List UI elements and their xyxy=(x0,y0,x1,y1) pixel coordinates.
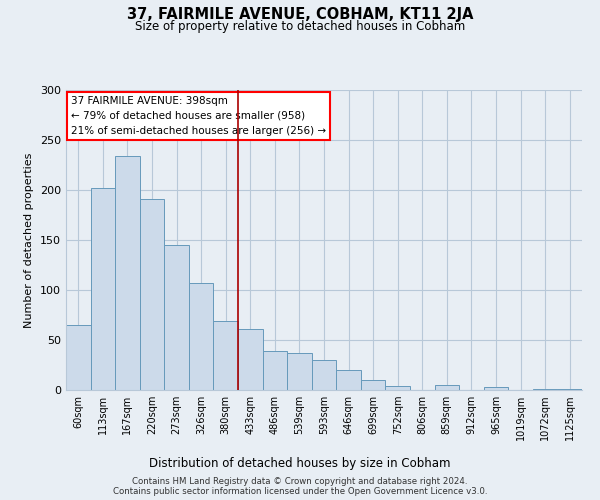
Text: Contains public sector information licensed under the Open Government Licence v3: Contains public sector information licen… xyxy=(113,488,487,496)
Bar xyxy=(336,370,361,390)
Bar xyxy=(66,325,91,390)
Bar xyxy=(140,199,164,390)
Bar xyxy=(263,351,287,390)
Text: 37, FAIRMILE AVENUE, COBHAM, KT11 2JA: 37, FAIRMILE AVENUE, COBHAM, KT11 2JA xyxy=(127,8,473,22)
Bar xyxy=(287,353,312,390)
Text: 37 FAIRMILE AVENUE: 398sqm
← 79% of detached houses are smaller (958)
21% of sem: 37 FAIRMILE AVENUE: 398sqm ← 79% of deta… xyxy=(71,96,326,136)
Bar xyxy=(91,188,115,390)
Bar xyxy=(189,283,214,390)
Bar xyxy=(238,329,263,390)
Bar xyxy=(557,389,582,390)
Text: Contains HM Land Registry data © Crown copyright and database right 2024.: Contains HM Land Registry data © Crown c… xyxy=(132,478,468,486)
Bar xyxy=(115,156,140,390)
Y-axis label: Number of detached properties: Number of detached properties xyxy=(25,152,34,328)
Text: Size of property relative to detached houses in Cobham: Size of property relative to detached ho… xyxy=(135,20,465,33)
Bar xyxy=(164,245,189,390)
Bar xyxy=(385,386,410,390)
Bar xyxy=(361,380,385,390)
Text: Distribution of detached houses by size in Cobham: Distribution of detached houses by size … xyxy=(149,458,451,470)
Bar xyxy=(434,385,459,390)
Bar xyxy=(533,389,557,390)
Bar xyxy=(312,360,336,390)
Bar xyxy=(214,321,238,390)
Bar xyxy=(484,387,508,390)
